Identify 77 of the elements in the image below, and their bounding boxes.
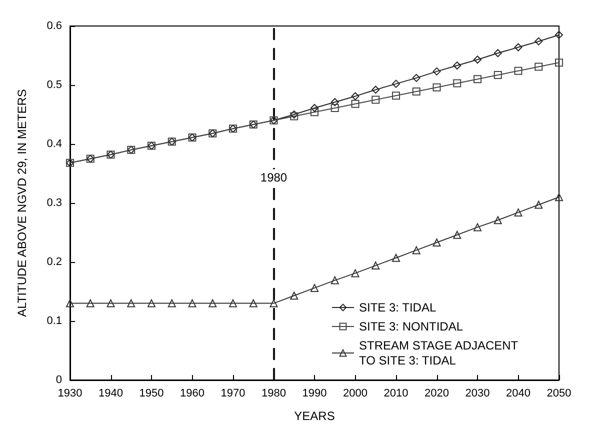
point [372,96,380,104]
point [555,58,563,67]
point [555,193,563,202]
ref-line-label: 1980 [260,170,288,184]
point [453,79,462,88]
point [432,67,441,76]
x-tick-label: 2050 [546,388,572,400]
point [534,200,543,209]
point [494,70,502,79]
y-tick-label: 0.2 [46,256,62,268]
x-tick-label: 2010 [384,388,408,400]
point [372,262,380,270]
y-tick-label: 0.6 [46,20,62,32]
point [351,100,360,108]
point [392,80,400,88]
point [432,238,441,247]
point [392,254,400,262]
point [514,66,522,75]
point [330,98,339,106]
point [290,292,298,300]
point [310,104,318,112]
point [148,299,156,308]
x-tick-label: 1980 [262,388,286,400]
point [474,223,482,232]
y-tick-label: 0.3 [46,197,62,209]
point [534,62,543,71]
y-tick-label: 0 [56,374,62,386]
y-tick-label: 0.4 [46,138,62,150]
point [249,299,258,308]
point [351,92,360,100]
point [188,299,196,308]
point [106,299,115,308]
x-tick-label: 1960 [180,388,204,400]
point [208,299,217,308]
x-tick-label: 1940 [98,388,123,400]
y-tick-label: 0.5 [46,79,62,91]
point [86,299,94,308]
point [330,104,339,112]
point [270,299,278,308]
legend-label: SITE 3: TIDAL [359,300,436,314]
point [474,56,482,64]
x-tick-label: 2020 [424,388,449,400]
point [168,299,176,308]
point [534,37,543,46]
point [453,62,462,70]
point [412,246,420,254]
x-tick-label: 1990 [302,388,327,400]
x-tick-label: 2030 [465,388,490,400]
point [351,269,360,278]
y-tick-label: 0.1 [46,315,62,327]
point [310,108,318,116]
point [432,83,441,92]
point [514,208,522,216]
x-tick-label: 1930 [58,388,82,400]
legend-label: SITE 3: NONTIDAL [359,320,464,334]
legend-label: STREAM STAGE ADJACENT TO SITE 3: TIDAL [359,338,522,368]
x-axis-title: YEARS [294,409,335,423]
point [330,276,339,284]
point [229,299,237,308]
point [310,284,318,292]
point [372,86,380,94]
point [412,87,420,96]
x-tick-label: 1950 [139,388,164,400]
x-tick-label: 1970 [220,388,246,400]
point [392,92,400,100]
point [474,75,482,84]
point [555,30,563,39]
point [514,43,522,52]
x-tick-label: 2000 [343,388,368,400]
x-tick-label: 2040 [506,388,530,400]
point [494,49,502,58]
point [453,230,462,239]
point [127,299,136,308]
point [66,299,74,308]
y-axis-title: ALTITUDE ABOVE NGVD 29, IN METERS [15,89,29,317]
point [494,216,502,224]
point [412,74,420,82]
